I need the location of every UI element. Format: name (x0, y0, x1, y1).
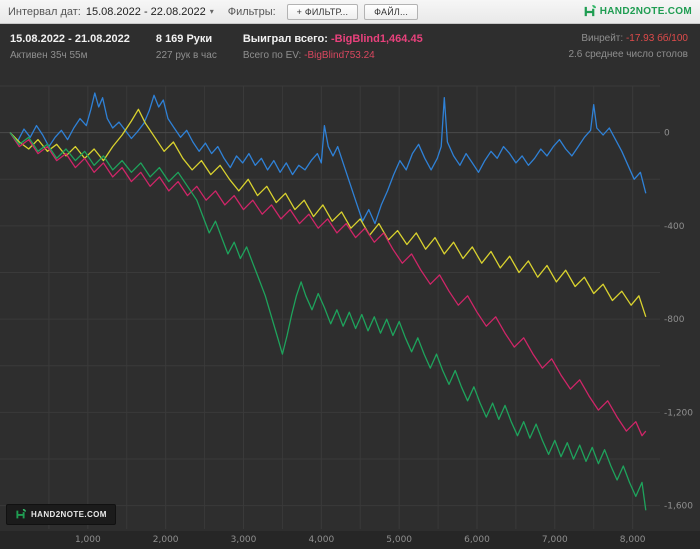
winrate-value: -17.93 бб/100 (625, 33, 688, 44)
stat-winnings-block: Выиграл всего: -BigBlind1,464.45 Всего п… (243, 33, 423, 76)
chart-area: 0 -400 -800 -1,200 -1,600 1,000 2,000 3,000 4,00… (0, 80, 700, 549)
ev-total-value: -BigBlind753.24 (301, 50, 375, 61)
y-axis-tick-label: -1,600 (664, 502, 693, 512)
top-toolbar: Интервал дат: 15.08.2022 - 22.08.2022 ▾ … (0, 0, 700, 24)
ev-total-label: Всего по EV: (242, 50, 302, 61)
stat-winrate-block: Винрейт: -17.93 бб/100 2.6 среднее число… (568, 33, 688, 76)
footer-brand-label: HAND2NOTE.COM (31, 510, 107, 519)
date-interval-value: 15.08.2022 - 22.08.2022 (85, 5, 206, 18)
x-axis-tick-label: 4,000 (308, 535, 334, 545)
y-axis-tick-label: -400 (664, 222, 685, 232)
x-axis-tick-label: 2,000 (153, 535, 179, 545)
date-interval-label: Интервал дат: (8, 5, 81, 18)
winnings-chart: 0 -400 -800 -1,200 -1,600 1,000 2,000 3,000 4,00… (0, 80, 700, 549)
x-axis-tick-label: 3,000 (231, 535, 257, 545)
stat-date-range: 15.08.2022 - 21.08.2022 (10, 33, 130, 45)
x-axis-tick-label: 5,000 (386, 535, 412, 545)
x-axis-tick-label: 8,000 (620, 535, 646, 545)
y-axis-tick-label: 0 (664, 129, 670, 139)
stat-hands-count: 8 169 Руки (155, 33, 213, 45)
won-total-label: Выиграл всего: (242, 33, 328, 45)
stat-hands-block: 8 169 Руки 227 рук в час (156, 33, 217, 76)
hand2note-logo-icon (584, 5, 596, 17)
stat-hands-per-hour: 227 рук в час (155, 50, 217, 61)
chart-green-line (9, 132, 647, 511)
winrate-label: Винрейт: (581, 33, 626, 44)
stats-header: 15.08.2022 - 21.08.2022 Активен 35ч 55м … (0, 24, 700, 80)
add-filter-button[interactable]: + ФИЛЬТР... (286, 3, 359, 20)
footer-brand-badge[interactable]: HAND2NOTE.COM (6, 504, 116, 525)
won-total-value: -BigBlind1,464.45 (327, 33, 423, 45)
file-button[interactable]: ФАЙЛ... (364, 3, 419, 20)
stat-active-time: Активен 35ч 55м (10, 50, 88, 61)
filters-label: Фильтры: (227, 5, 276, 18)
y-axis-tick-label: -1,200 (664, 408, 693, 418)
x-axis-strip (0, 531, 700, 549)
date-interval-dropdown[interactable]: 15.08.2022 - 22.08.2022 ▾ (86, 6, 214, 18)
x-axis-tick-label: 7,000 (542, 535, 568, 545)
brand-label: HAND2NOTE.COM (599, 6, 692, 17)
chart-blue-line (9, 92, 647, 225)
hand2note-logo-icon (16, 509, 26, 519)
x-axis-tick-label: 1,000 (75, 535, 101, 545)
brand-link[interactable]: HAND2NOTE.COM (583, 5, 692, 18)
y-axis-tick-label: -800 (664, 315, 685, 325)
chart-yellow-line (9, 108, 647, 318)
x-axis-tick-label: 6,000 (464, 535, 490, 545)
chevron-down-icon: ▾ (209, 7, 214, 16)
stat-date-block: 15.08.2022 - 21.08.2022 Активен 35ч 55м (10, 33, 130, 76)
chart-pink-line (9, 132, 647, 437)
avg-tables: 2.6 среднее число столов (568, 49, 688, 60)
